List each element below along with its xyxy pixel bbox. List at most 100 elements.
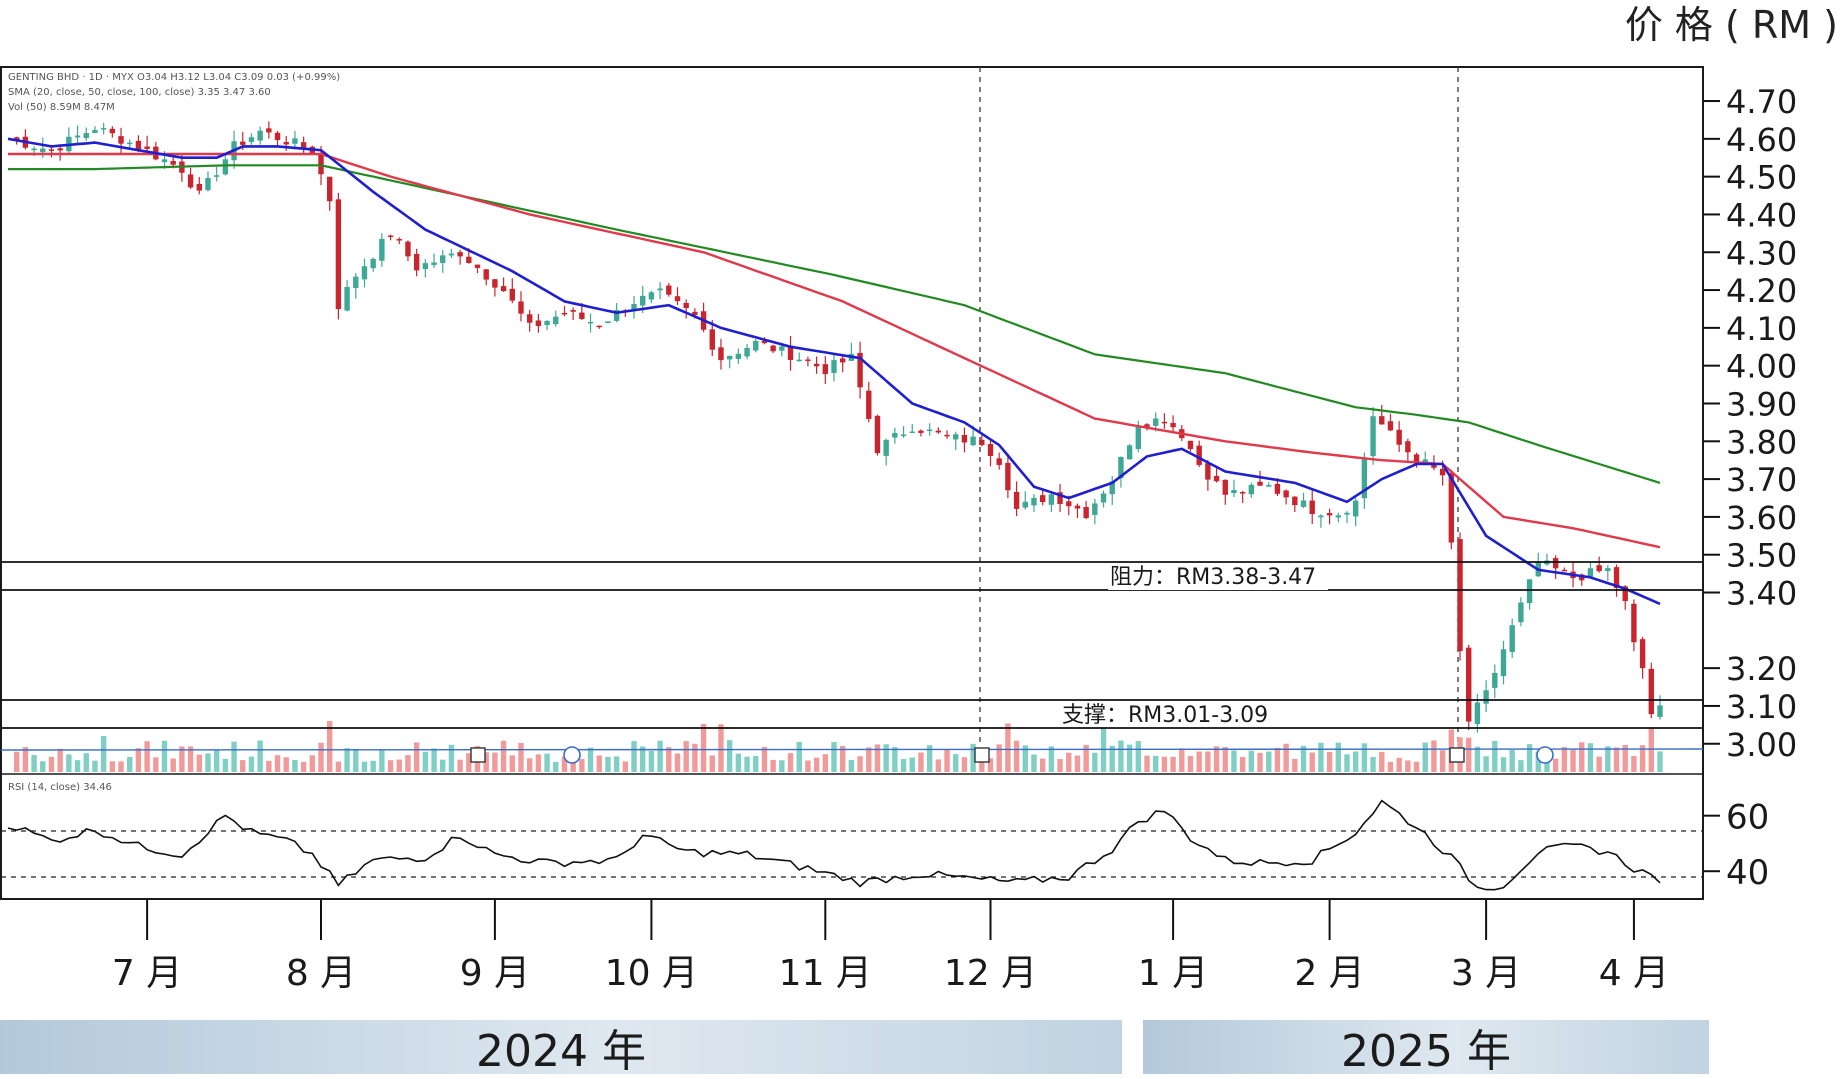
volume-bar — [1500, 757, 1507, 772]
price-tick-label: 4.20 — [1726, 272, 1797, 310]
candle-body — [526, 314, 533, 323]
candle-body — [100, 128, 107, 130]
candle-body — [92, 129, 98, 133]
candle-body — [1022, 501, 1028, 508]
candle-body — [466, 256, 472, 263]
candle-body — [709, 329, 715, 350]
candle-body — [640, 295, 646, 306]
volume-bar — [1231, 750, 1237, 772]
candle-body — [909, 431, 915, 434]
volume-bar — [361, 761, 368, 772]
candle-body — [1300, 500, 1307, 507]
volume-bar — [1379, 751, 1385, 772]
year-label-2024: 2024 年 — [476, 1026, 646, 1077]
candle-body — [187, 174, 194, 188]
volume-bar — [535, 754, 542, 772]
event-markers — [470, 746, 1554, 764]
volume-bar — [92, 760, 98, 772]
candle-body — [1431, 462, 1437, 468]
candle-body — [1257, 481, 1263, 486]
volume-bar — [1292, 758, 1298, 772]
candle-body — [31, 148, 37, 151]
volume-bar — [1022, 745, 1028, 772]
volume-bar — [605, 757, 611, 772]
volume-bar — [83, 753, 89, 772]
candle-body — [274, 132, 281, 141]
candle-body — [483, 269, 489, 280]
volume-bar — [1213, 746, 1220, 772]
candle-body — [1596, 565, 1602, 572]
volume-bar — [1648, 727, 1655, 772]
volume-bar — [205, 753, 211, 772]
month-tick-label: 9 月 — [460, 953, 530, 994]
candle-body — [735, 353, 742, 359]
price-tick-label: 3.80 — [1726, 423, 1797, 461]
volume-bar — [1370, 756, 1376, 772]
support-label-bg — [1060, 701, 1276, 727]
candle-body — [361, 266, 368, 280]
candle-body — [1587, 568, 1594, 577]
candle-body — [335, 199, 342, 310]
volume-bar — [1466, 737, 1472, 772]
volume-bar — [1413, 761, 1420, 772]
volume-bar — [587, 747, 594, 772]
candle-body — [1405, 441, 1411, 453]
volume-bar — [1657, 751, 1663, 772]
candle-body — [1396, 429, 1402, 445]
sma50-line — [8, 152, 1661, 549]
candle-body — [935, 430, 942, 433]
volume-bar — [127, 756, 133, 772]
candle-body — [1013, 491, 1020, 509]
candle-body — [344, 286, 350, 311]
candle-body — [613, 309, 620, 321]
volume-bar — [909, 757, 915, 772]
volume-bar — [213, 750, 220, 772]
volume-bar — [440, 759, 446, 772]
plot-frame — [0, 66, 1704, 900]
price-tick-label: 3.20 — [1726, 650, 1797, 688]
candle-body — [839, 358, 846, 363]
volume-bar — [48, 756, 55, 772]
volume-bar — [613, 756, 620, 772]
rsi-line — [7, 799, 1661, 891]
candle-body — [292, 138, 298, 144]
candle-body — [1344, 512, 1350, 515]
volume-bar — [1326, 751, 1333, 772]
volume-bar — [631, 741, 637, 772]
candle-body — [118, 136, 124, 144]
volume-bar — [892, 747, 898, 772]
price-tick-label: 3.50 — [1726, 537, 1797, 575]
volume-bar — [1344, 754, 1350, 772]
candle-body — [1005, 462, 1011, 491]
volume-bar — [335, 761, 342, 772]
volume-bar — [274, 755, 281, 772]
candle-body — [744, 347, 750, 357]
candle-body — [405, 241, 411, 257]
volume-bar — [422, 751, 429, 772]
candle-body — [1266, 485, 1272, 487]
month-tick-label: 10 月 — [605, 953, 698, 994]
volume-bar — [926, 745, 933, 772]
volume-bar — [1274, 747, 1281, 772]
candle-body — [1031, 497, 1037, 506]
volume-bar — [100, 735, 107, 772]
volume-bar — [1057, 759, 1063, 772]
candle-body — [1500, 649, 1507, 676]
candle-body — [396, 239, 402, 241]
volume-bar — [40, 761, 46, 772]
volume-bar — [66, 754, 72, 772]
volume-bar — [935, 759, 942, 772]
month-tick-label: 2 月 — [1294, 953, 1364, 994]
candle-body — [387, 235, 394, 238]
volume-bar — [248, 756, 255, 772]
volume-bar — [457, 759, 463, 772]
volume-bar — [1222, 747, 1228, 772]
candle-body — [1605, 568, 1611, 572]
volume-bars — [0, 721, 1704, 772]
month-tick-label: 1 月 — [1138, 953, 1208, 994]
month-tick-label: 8 月 — [286, 953, 356, 994]
volume-bar — [1074, 755, 1081, 772]
candle-body — [535, 320, 542, 327]
candle-body — [561, 312, 568, 315]
candle-body — [1474, 702, 1481, 725]
